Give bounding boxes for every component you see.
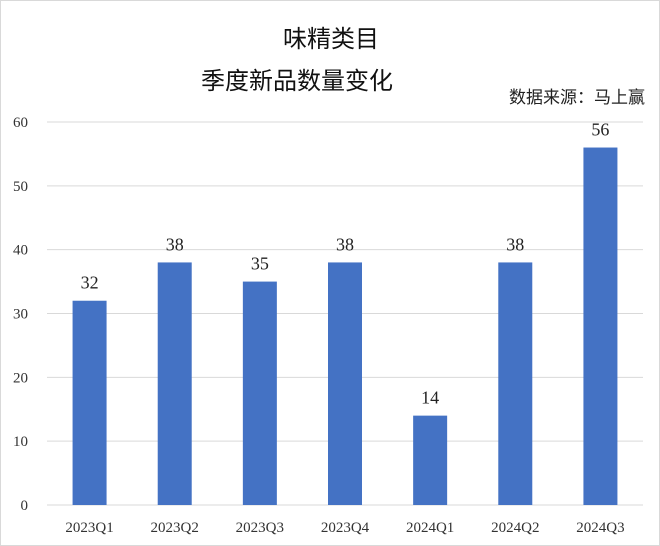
bar	[242, 281, 277, 505]
x-tick-label: 2024Q3	[576, 520, 624, 536]
bar	[72, 300, 107, 505]
data-label: 14	[421, 388, 439, 408]
bar	[157, 262, 192, 505]
y-tick-label: 0	[21, 498, 29, 514]
data-label: 38	[336, 234, 354, 254]
y-tick-label: 40	[13, 243, 28, 259]
data-label: 35	[251, 254, 269, 274]
bar	[583, 147, 618, 506]
x-tick-label: 2024Q2	[491, 520, 539, 536]
x-tick-label: 2024Q1	[406, 520, 454, 536]
data-source-note: 数据来源：马上赢	[509, 88, 645, 108]
x-tick-label: 2023Q2	[151, 520, 199, 536]
y-tick-label: 30	[13, 307, 28, 323]
data-label: 56	[591, 120, 609, 140]
y-tick-label: 50	[13, 179, 28, 195]
bar	[328, 262, 362, 505]
y-tick-label: 10	[13, 434, 28, 450]
chart-title: 味精类目	[283, 25, 379, 53]
x-tick-label: 2023Q3	[236, 520, 284, 536]
chart-subtitle: 季度新品数量变化	[201, 67, 393, 95]
x-tick-label: 2023Q4	[321, 520, 370, 536]
data-label: 38	[166, 234, 184, 254]
bar	[413, 415, 448, 505]
y-tick-label: 20	[13, 370, 28, 386]
x-tick-label: 2023Q1	[65, 520, 113, 536]
data-label: 32	[81, 273, 99, 293]
data-label: 38	[506, 234, 524, 254]
bar	[498, 262, 533, 505]
y-tick-label: 60	[13, 115, 28, 131]
